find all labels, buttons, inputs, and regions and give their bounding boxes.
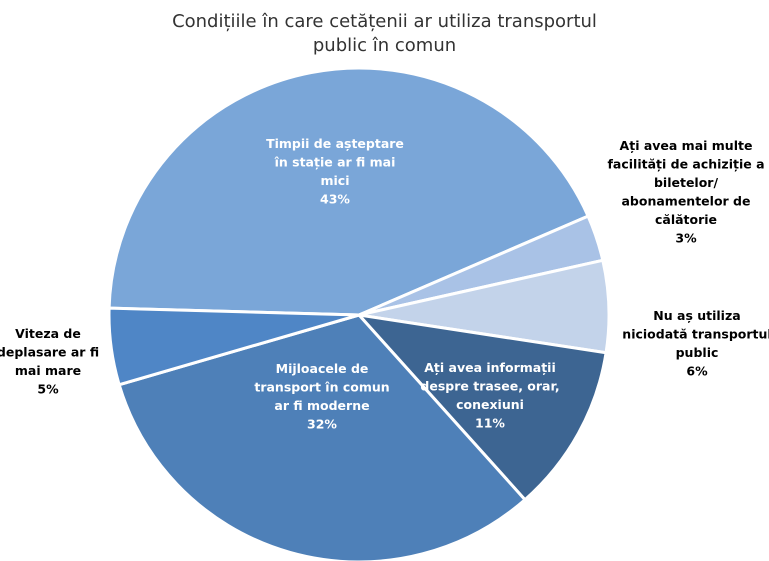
chart-title: Condițiile în care cetățenii ar utiliza …	[0, 10, 769, 58]
slice-label-mijloace-moderne: Mijloacele de transport în comun ar fi mod…	[254, 361, 389, 432]
slice-label-line: despre trasee, orar,	[420, 379, 559, 394]
slice-label-line: abonamentelor de	[622, 194, 751, 209]
pie-slice-viteza-deplasare	[107, 306, 361, 387]
slice-label-line: Viteza de	[15, 326, 81, 341]
slice-label-timpi-asteptare: Timpii de așteptare în stație ar fi mai mi…	[266, 136, 404, 207]
slice-label-line: deplasare ar fi	[0, 345, 99, 360]
slice-label-line: conexiuni	[456, 397, 524, 412]
slice-label-line: mici	[320, 173, 349, 188]
slice-label-line: transport în comun	[254, 380, 389, 395]
pie-slice-timpi-asteptare	[107, 66, 590, 317]
slice-label-line: ar fi moderne	[274, 398, 369, 413]
slice-label-line: Nu aș utiliza	[653, 308, 740, 323]
chart-title-line-2: public în comun	[312, 35, 457, 56]
slice-label-line: facilități de achiziție a	[607, 157, 764, 172]
slice-label-line: călătorie	[655, 212, 717, 227]
slice-label-facilitati-achizitie: Ați avea mai multe facilități de achiziți…	[607, 138, 764, 246]
slice-value-label: 11%	[475, 416, 505, 431]
slice-label-line: public	[676, 345, 719, 360]
pie-slice-mijloace-moderne	[117, 313, 527, 561]
slice-label-line: în stație ar fi mai	[274, 155, 396, 170]
slice-label-viteza-deplasare: Viteza de deplasare ar fi mai mare 5%	[0, 326, 99, 397]
slice-value-label: 5%	[37, 382, 59, 397]
slice-value-label: 6%	[686, 364, 708, 379]
slice-label-line: mai mare	[15, 363, 81, 378]
pie-slice-informatii-trasee	[357, 313, 608, 502]
slice-label-line: Mijloacele de	[276, 361, 369, 376]
slice-label-nu-as-utiliza: Nu aș utiliza niciodată transportul public…	[622, 308, 769, 379]
slice-label-line: Timpii de așteptare	[266, 136, 404, 151]
slice-label-line: Ați avea informații	[424, 360, 556, 375]
slice-label-line: biletelor/	[654, 175, 718, 190]
slice-label-line: Ați avea mai multe	[620, 138, 753, 153]
slice-value-label: 3%	[675, 231, 697, 246]
chart-title-line-1: Condițiile în care cetățenii ar utiliza …	[172, 11, 597, 32]
slice-label-line: niciodată transportul	[622, 327, 769, 342]
slice-value-label: 43%	[320, 192, 350, 207]
slice-label-informatii-trasee: Ați avea informații despre trasee, orar, c…	[420, 360, 559, 431]
slice-value-label: 32%	[307, 417, 337, 432]
